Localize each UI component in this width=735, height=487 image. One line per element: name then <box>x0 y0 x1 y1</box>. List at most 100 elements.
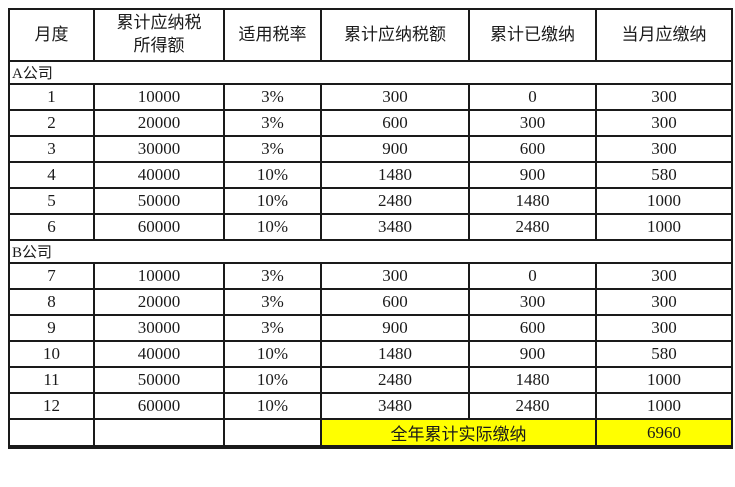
taxable-income-cell: 30000 <box>93 135 225 163</box>
taxable-income-cell: 10000 <box>93 262 225 290</box>
tax-payable-cell: 300 <box>320 262 470 290</box>
tax-payable-cell: 900 <box>320 314 470 342</box>
month-payable-cell: 300 <box>595 262 733 290</box>
taxable-income-cell: 60000 <box>93 392 225 420</box>
paid-cell: 600 <box>468 314 597 342</box>
table-row-month-1: 1 10000 3% 300 0 300 <box>8 83 733 111</box>
taxable-income-cell: 50000 <box>93 366 225 394</box>
table-row-month-12: 12 60000 10% 3480 2480 1000 <box>8 392 733 420</box>
empty-cell <box>223 418 322 448</box>
section-title: A公司 <box>8 60 733 85</box>
table-row-month-5: 5 50000 10% 2480 1480 1000 <box>8 187 733 215</box>
taxable-income-cell: 10000 <box>93 83 225 111</box>
tax-rate-cell: 10% <box>223 392 322 420</box>
tax-rate-cell: 3% <box>223 262 322 290</box>
month-payable-cell: 1000 <box>595 213 733 241</box>
month-cell: 9 <box>8 314 95 342</box>
header-row: 月度 累计应纳税 所得额 适用税率 累计应纳税额 累计已缴纳 当月应缴纳 <box>8 8 733 62</box>
tax-payable-cell: 900 <box>320 135 470 163</box>
tax-rate-cell: 3% <box>223 83 322 111</box>
month-cell: 3 <box>8 135 95 163</box>
paid-cell: 300 <box>468 288 597 316</box>
col-header-tax-rate: 适用税率 <box>223 8 322 62</box>
taxable-income-cell: 20000 <box>93 288 225 316</box>
paid-cell: 2480 <box>468 392 597 420</box>
col-header-line1: 累计应纳税 <box>116 13 202 33</box>
annual-total-value: 6960 <box>595 418 733 448</box>
month-payable-cell: 1000 <box>595 392 733 420</box>
section-title: B公司 <box>8 239 733 264</box>
tax-payable-cell: 1480 <box>320 161 470 189</box>
footer-row: 全年累计实际缴纳 6960 <box>8 418 733 448</box>
paid-cell: 600 <box>468 135 597 163</box>
month-payable-cell: 300 <box>595 288 733 316</box>
month-payable-cell: 300 <box>595 83 733 111</box>
tax-rate-cell: 3% <box>223 314 322 342</box>
month-payable-cell: 300 <box>595 109 733 137</box>
month-payable-cell: 580 <box>595 340 733 368</box>
month-cell: 5 <box>8 187 95 215</box>
table-row-month-6: 6 60000 10% 3480 2480 1000 <box>8 213 733 241</box>
tax-rate-cell: 10% <box>223 340 322 368</box>
month-cell: 10 <box>8 340 95 368</box>
col-header-cumulative-paid: 累计已缴纳 <box>468 8 597 62</box>
month-cell: 7 <box>8 262 95 290</box>
month-payable-cell: 300 <box>595 135 733 163</box>
paid-cell: 1480 <box>468 187 597 215</box>
month-cell: 8 <box>8 288 95 316</box>
annual-total-label: 全年累计实际缴纳 <box>320 418 597 448</box>
tax-rate-cell: 10% <box>223 187 322 215</box>
tax-payable-cell: 3480 <box>320 213 470 241</box>
month-cell: 11 <box>8 366 95 394</box>
paid-cell: 300 <box>468 109 597 137</box>
taxable-income-cell: 20000 <box>93 109 225 137</box>
col-header-cumulative-tax-payable: 累计应纳税额 <box>320 8 470 62</box>
month-payable-cell: 580 <box>595 161 733 189</box>
paid-cell: 0 <box>468 262 597 290</box>
table-row-month-7: 7 10000 3% 300 0 300 <box>8 262 733 290</box>
table-row-month-4: 4 40000 10% 1480 900 580 <box>8 161 733 189</box>
table-row-month-8: 8 20000 3% 600 300 300 <box>8 288 733 316</box>
taxable-income-cell: 40000 <box>93 161 225 189</box>
tax-payable-cell: 3480 <box>320 392 470 420</box>
tax-payable-cell: 600 <box>320 288 470 316</box>
paid-cell: 0 <box>468 83 597 111</box>
page: 月度 累计应纳税 所得额 适用税率 累计应纳税额 累计已缴纳 当月应缴纳 A公司… <box>8 8 733 449</box>
month-cell: 6 <box>8 213 95 241</box>
tax-payable-cell: 300 <box>320 83 470 111</box>
taxable-income-cell: 60000 <box>93 213 225 241</box>
paid-cell: 2480 <box>468 213 597 241</box>
month-payable-cell: 300 <box>595 314 733 342</box>
tax-payable-cell: 2480 <box>320 187 470 215</box>
tax-payable-cell: 1480 <box>320 340 470 368</box>
table-row-month-10: 10 40000 10% 1480 900 580 <box>8 340 733 368</box>
col-header-month: 月度 <box>8 8 95 62</box>
col-header-line2: 所得额 <box>133 36 185 55</box>
tax-rate-cell: 3% <box>223 109 322 137</box>
tax-payable-cell: 600 <box>320 109 470 137</box>
empty-cell <box>8 418 95 448</box>
taxable-income-cell: 40000 <box>93 340 225 368</box>
tax-payable-cell: 2480 <box>320 366 470 394</box>
month-payable-cell: 1000 <box>595 366 733 394</box>
tax-rate-cell: 10% <box>223 366 322 394</box>
paid-cell: 1480 <box>468 366 597 394</box>
tax-table: 月度 累计应纳税 所得额 适用税率 累计应纳税额 累计已缴纳 当月应缴纳 A公司… <box>8 8 733 449</box>
paid-cell: 900 <box>468 161 597 189</box>
tax-rate-cell: 3% <box>223 135 322 163</box>
empty-cell <box>93 418 225 448</box>
taxable-income-cell: 30000 <box>93 314 225 342</box>
section-row-company-a: A公司 <box>8 60 733 85</box>
month-cell: 1 <box>8 83 95 111</box>
col-header-current-month-payable: 当月应缴纳 <box>595 8 733 62</box>
tax-rate-cell: 3% <box>223 288 322 316</box>
table-row-month-11: 11 50000 10% 2480 1480 1000 <box>8 366 733 394</box>
month-payable-cell: 1000 <box>595 187 733 215</box>
col-header-cumulative-taxable-income: 累计应纳税 所得额 <box>93 8 225 62</box>
table-row-month-9: 9 30000 3% 900 600 300 <box>8 314 733 342</box>
section-row-company-b: B公司 <box>8 239 733 264</box>
tax-rate-cell: 10% <box>223 213 322 241</box>
table-row-month-3: 3 30000 3% 900 600 300 <box>8 135 733 163</box>
table-row-month-2: 2 20000 3% 600 300 300 <box>8 109 733 137</box>
paid-cell: 900 <box>468 340 597 368</box>
